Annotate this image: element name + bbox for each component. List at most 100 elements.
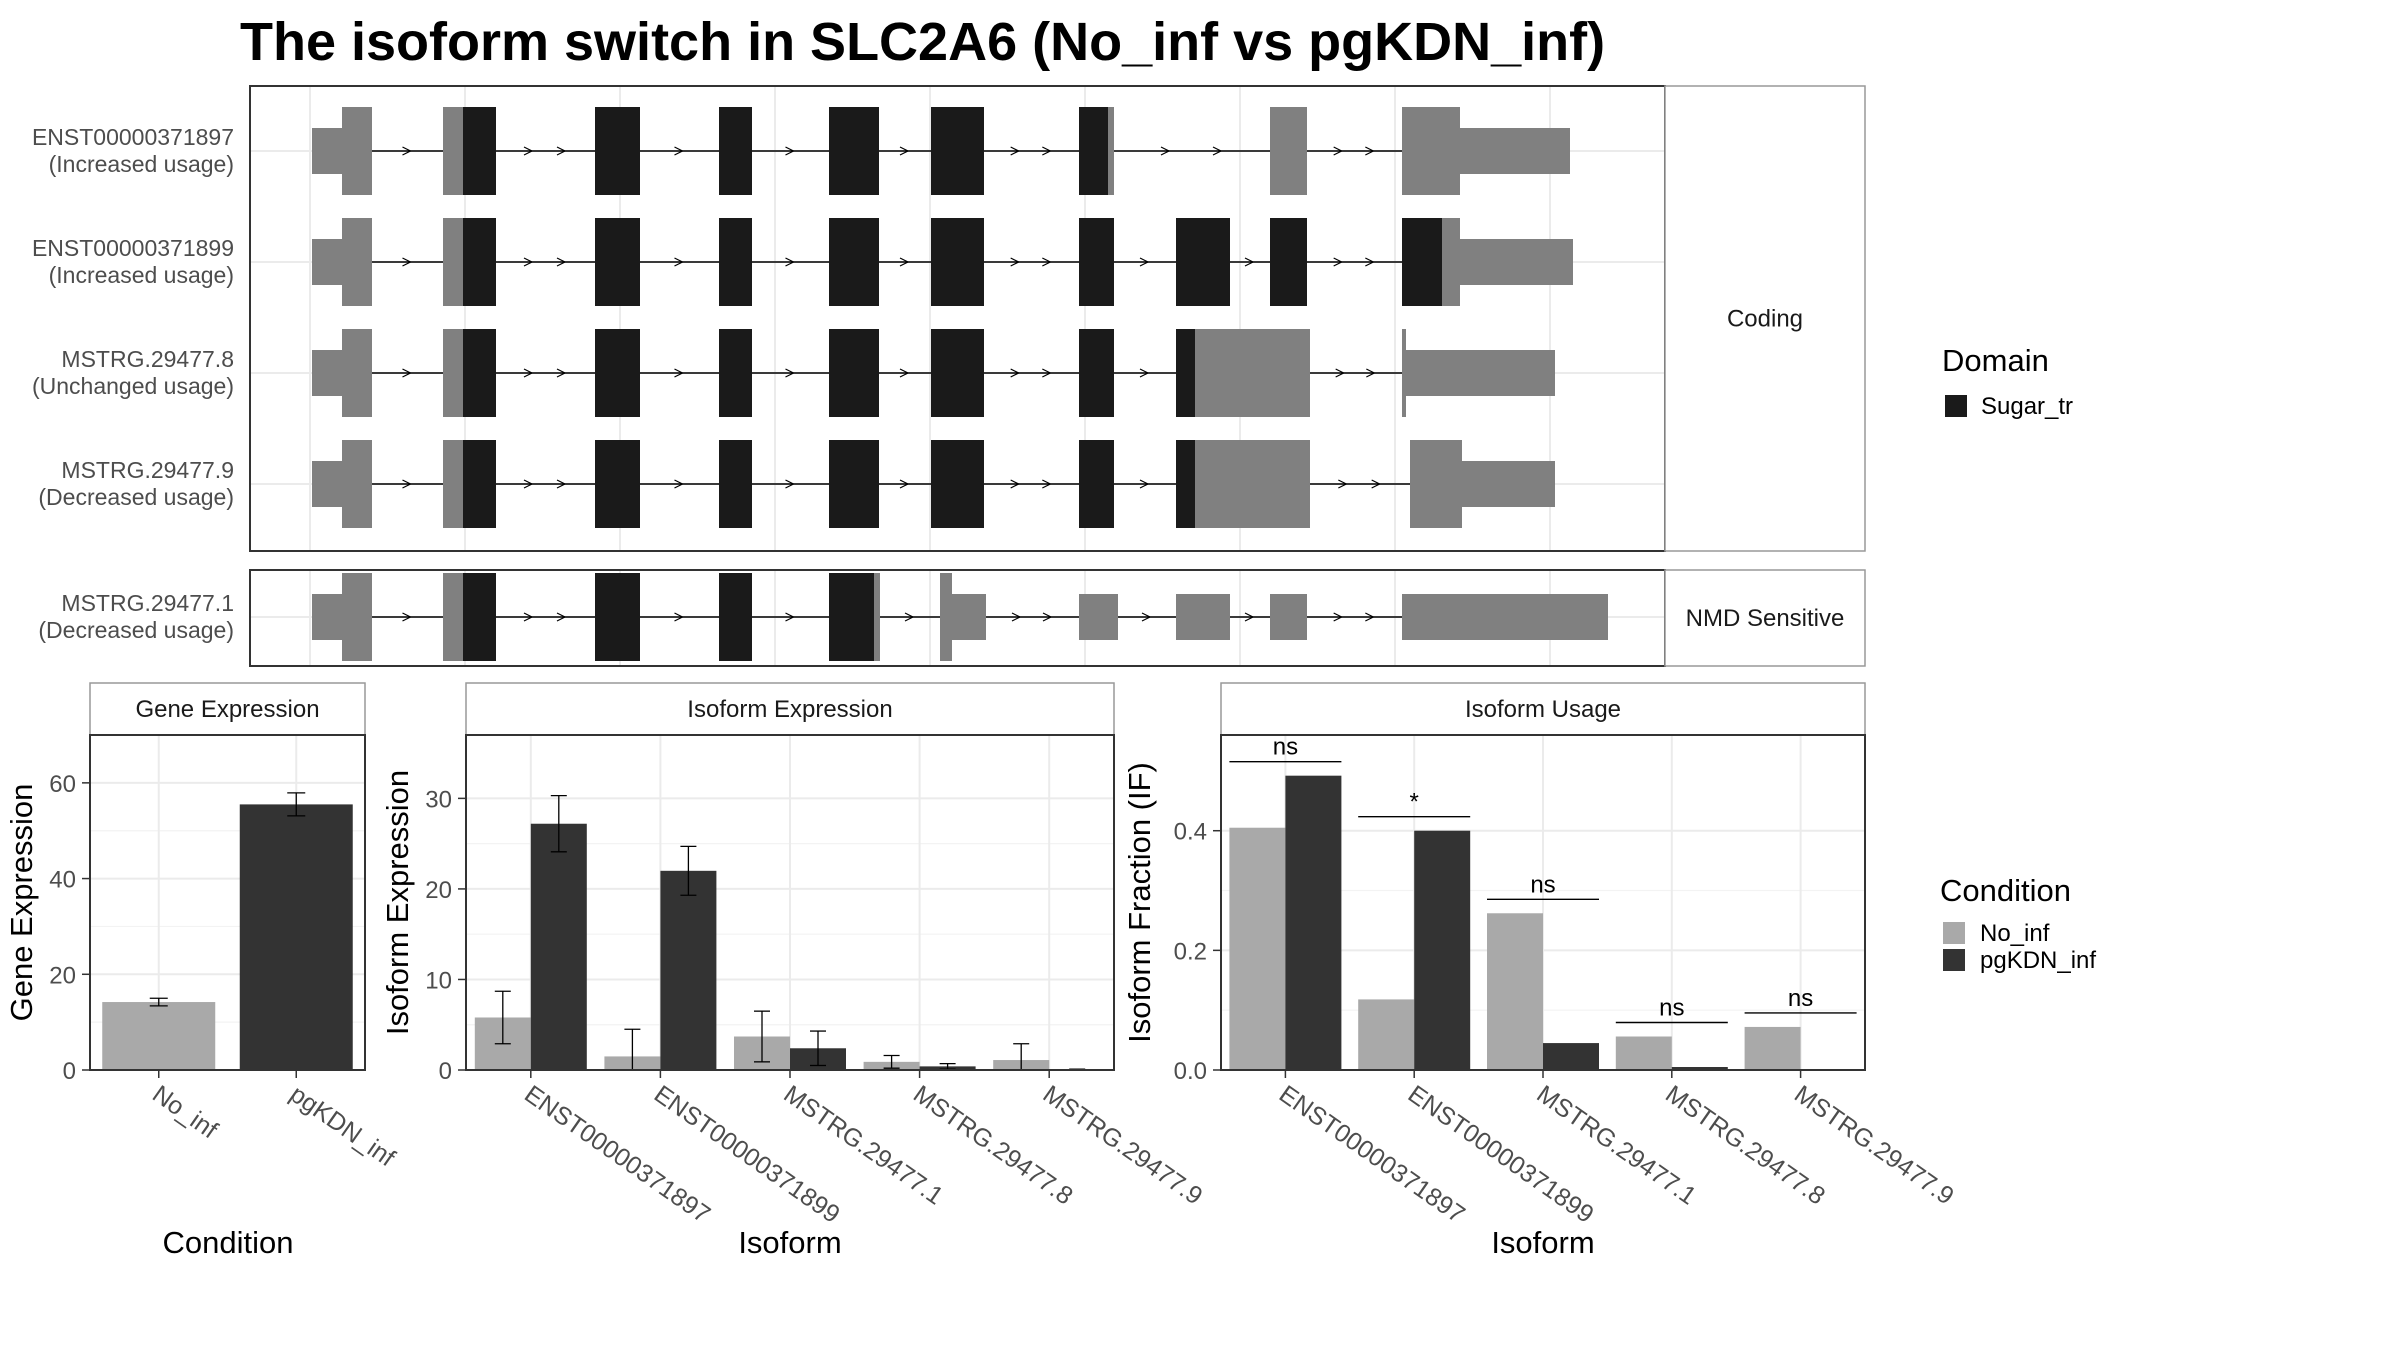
y-tick-label: 20 <box>425 877 452 904</box>
y-tick-label: 20 <box>49 962 76 989</box>
transcript-usage-label: (Increased usage) <box>49 151 234 177</box>
utr-exon <box>952 594 986 640</box>
bar <box>1414 831 1470 1070</box>
transcript-usage-label: (Unchanged usage) <box>32 373 234 399</box>
domain-legend-title: Domain <box>1942 343 2049 378</box>
coding-exon <box>342 440 372 528</box>
utr-exon <box>1270 594 1307 640</box>
domain-exon <box>931 218 984 306</box>
coding-exon <box>443 329 463 417</box>
coding-exon <box>342 107 372 195</box>
y-tick-label: 60 <box>49 771 76 798</box>
significance-label: ns <box>1659 995 1684 1022</box>
domain-exon <box>1079 107 1108 195</box>
utr-exon <box>312 461 342 507</box>
domain-exon <box>1176 329 1195 417</box>
utr-exon <box>312 128 342 174</box>
domain-exon <box>595 329 640 417</box>
chart-title: Isoform Expression <box>687 696 892 723</box>
coding-exon <box>342 218 372 306</box>
y-tick-label: 0.4 <box>1174 819 1207 846</box>
domain-exon <box>595 107 640 195</box>
domain-exon <box>931 329 984 417</box>
coding-exon <box>342 573 372 661</box>
coding-exon <box>1402 329 1406 417</box>
y-axis-title: Gene Expression <box>4 784 39 1022</box>
coding-exon <box>1442 218 1460 306</box>
domain-exon <box>463 107 496 195</box>
condition-legend-key <box>1943 922 1965 944</box>
coding-exon <box>443 218 463 306</box>
coding-exon <box>1195 329 1310 417</box>
chart-title: Isoform Usage <box>1465 696 1621 723</box>
bar <box>1487 913 1543 1070</box>
domain-exon <box>931 107 984 195</box>
bar <box>1358 999 1414 1070</box>
nmd-panel: NMD Sensitive <box>250 570 1865 666</box>
transcript-id-label: MSTRG.29477.8 <box>61 346 234 372</box>
coding-exon <box>443 107 463 195</box>
figure-title: The isoform switch in SLC2A6 (No_inf vs … <box>240 12 1605 72</box>
domain-exon <box>1079 329 1114 417</box>
y-axis-title: Isoform Fraction (IF) <box>1122 762 1157 1043</box>
x-tick-label: No_inf <box>147 1080 222 1144</box>
x-axis-title: Condition <box>163 1225 294 1260</box>
bar <box>1285 776 1341 1070</box>
y-tick-label: 10 <box>425 967 452 994</box>
coding-exon <box>1108 107 1114 195</box>
isoform-expression-chart: Isoform Expression0102030ENST00000371897… <box>380 683 1207 1260</box>
coding-exon <box>443 573 463 661</box>
condition-legend-label: pgKDN_inf <box>1980 947 2096 974</box>
condition-legend-title: Condition <box>1940 873 2071 908</box>
significance-label: ns <box>1273 734 1298 761</box>
domain-exon <box>829 573 874 661</box>
utr-exon <box>1462 461 1555 507</box>
coding-exon <box>874 573 880 661</box>
x-axis-title: Isoform <box>1491 1225 1594 1260</box>
transcript-usage-label: (Decreased usage) <box>38 617 234 643</box>
y-tick-label: 0 <box>439 1058 452 1085</box>
facet-strip-label: Coding <box>1727 306 1803 333</box>
coding-exon <box>443 440 463 528</box>
utr-exon <box>312 594 342 640</box>
coding-panel: Coding <box>250 86 1865 551</box>
utr-exon <box>1079 594 1118 640</box>
domain-exon <box>829 107 879 195</box>
y-tick-label: 30 <box>425 786 452 813</box>
facet-strip-label: NMD Sensitive <box>1686 605 1845 632</box>
domain-exon <box>595 218 640 306</box>
bar <box>1543 1043 1599 1070</box>
y-axis-title: Isoform Expression <box>380 770 415 1035</box>
domain-exon <box>719 329 752 417</box>
utr-exon <box>312 239 342 285</box>
domain-exon <box>1402 218 1442 306</box>
domain-exon <box>595 440 640 528</box>
bar <box>1229 828 1285 1070</box>
domain-exon <box>829 329 879 417</box>
domain-exon <box>719 107 752 195</box>
significance-label: ns <box>1788 985 1813 1012</box>
coding-exon <box>1410 440 1462 528</box>
domain-exon <box>719 218 752 306</box>
utr-exon <box>1402 594 1608 640</box>
isoform-usage-chart: Isoform Usage0.00.20.4nsENST00000371897*… <box>1122 683 1959 1260</box>
domain-exon <box>829 218 879 306</box>
domain-exon <box>1079 440 1114 528</box>
utr-exon <box>1176 594 1230 640</box>
y-tick-label: 40 <box>49 867 76 894</box>
domain-exon <box>1176 440 1195 528</box>
y-tick-label: 0.0 <box>1174 1058 1207 1085</box>
bar <box>1745 1027 1801 1070</box>
domain-legend-key <box>1945 395 1967 417</box>
coding-exon <box>1195 440 1310 528</box>
domain-exon <box>463 218 496 306</box>
condition-legend-label: No_inf <box>1980 920 2050 947</box>
coding-exon <box>1402 107 1460 195</box>
bar <box>102 1002 215 1070</box>
transcript-id-label: MSTRG.29477.9 <box>61 457 234 483</box>
bar <box>660 871 716 1070</box>
